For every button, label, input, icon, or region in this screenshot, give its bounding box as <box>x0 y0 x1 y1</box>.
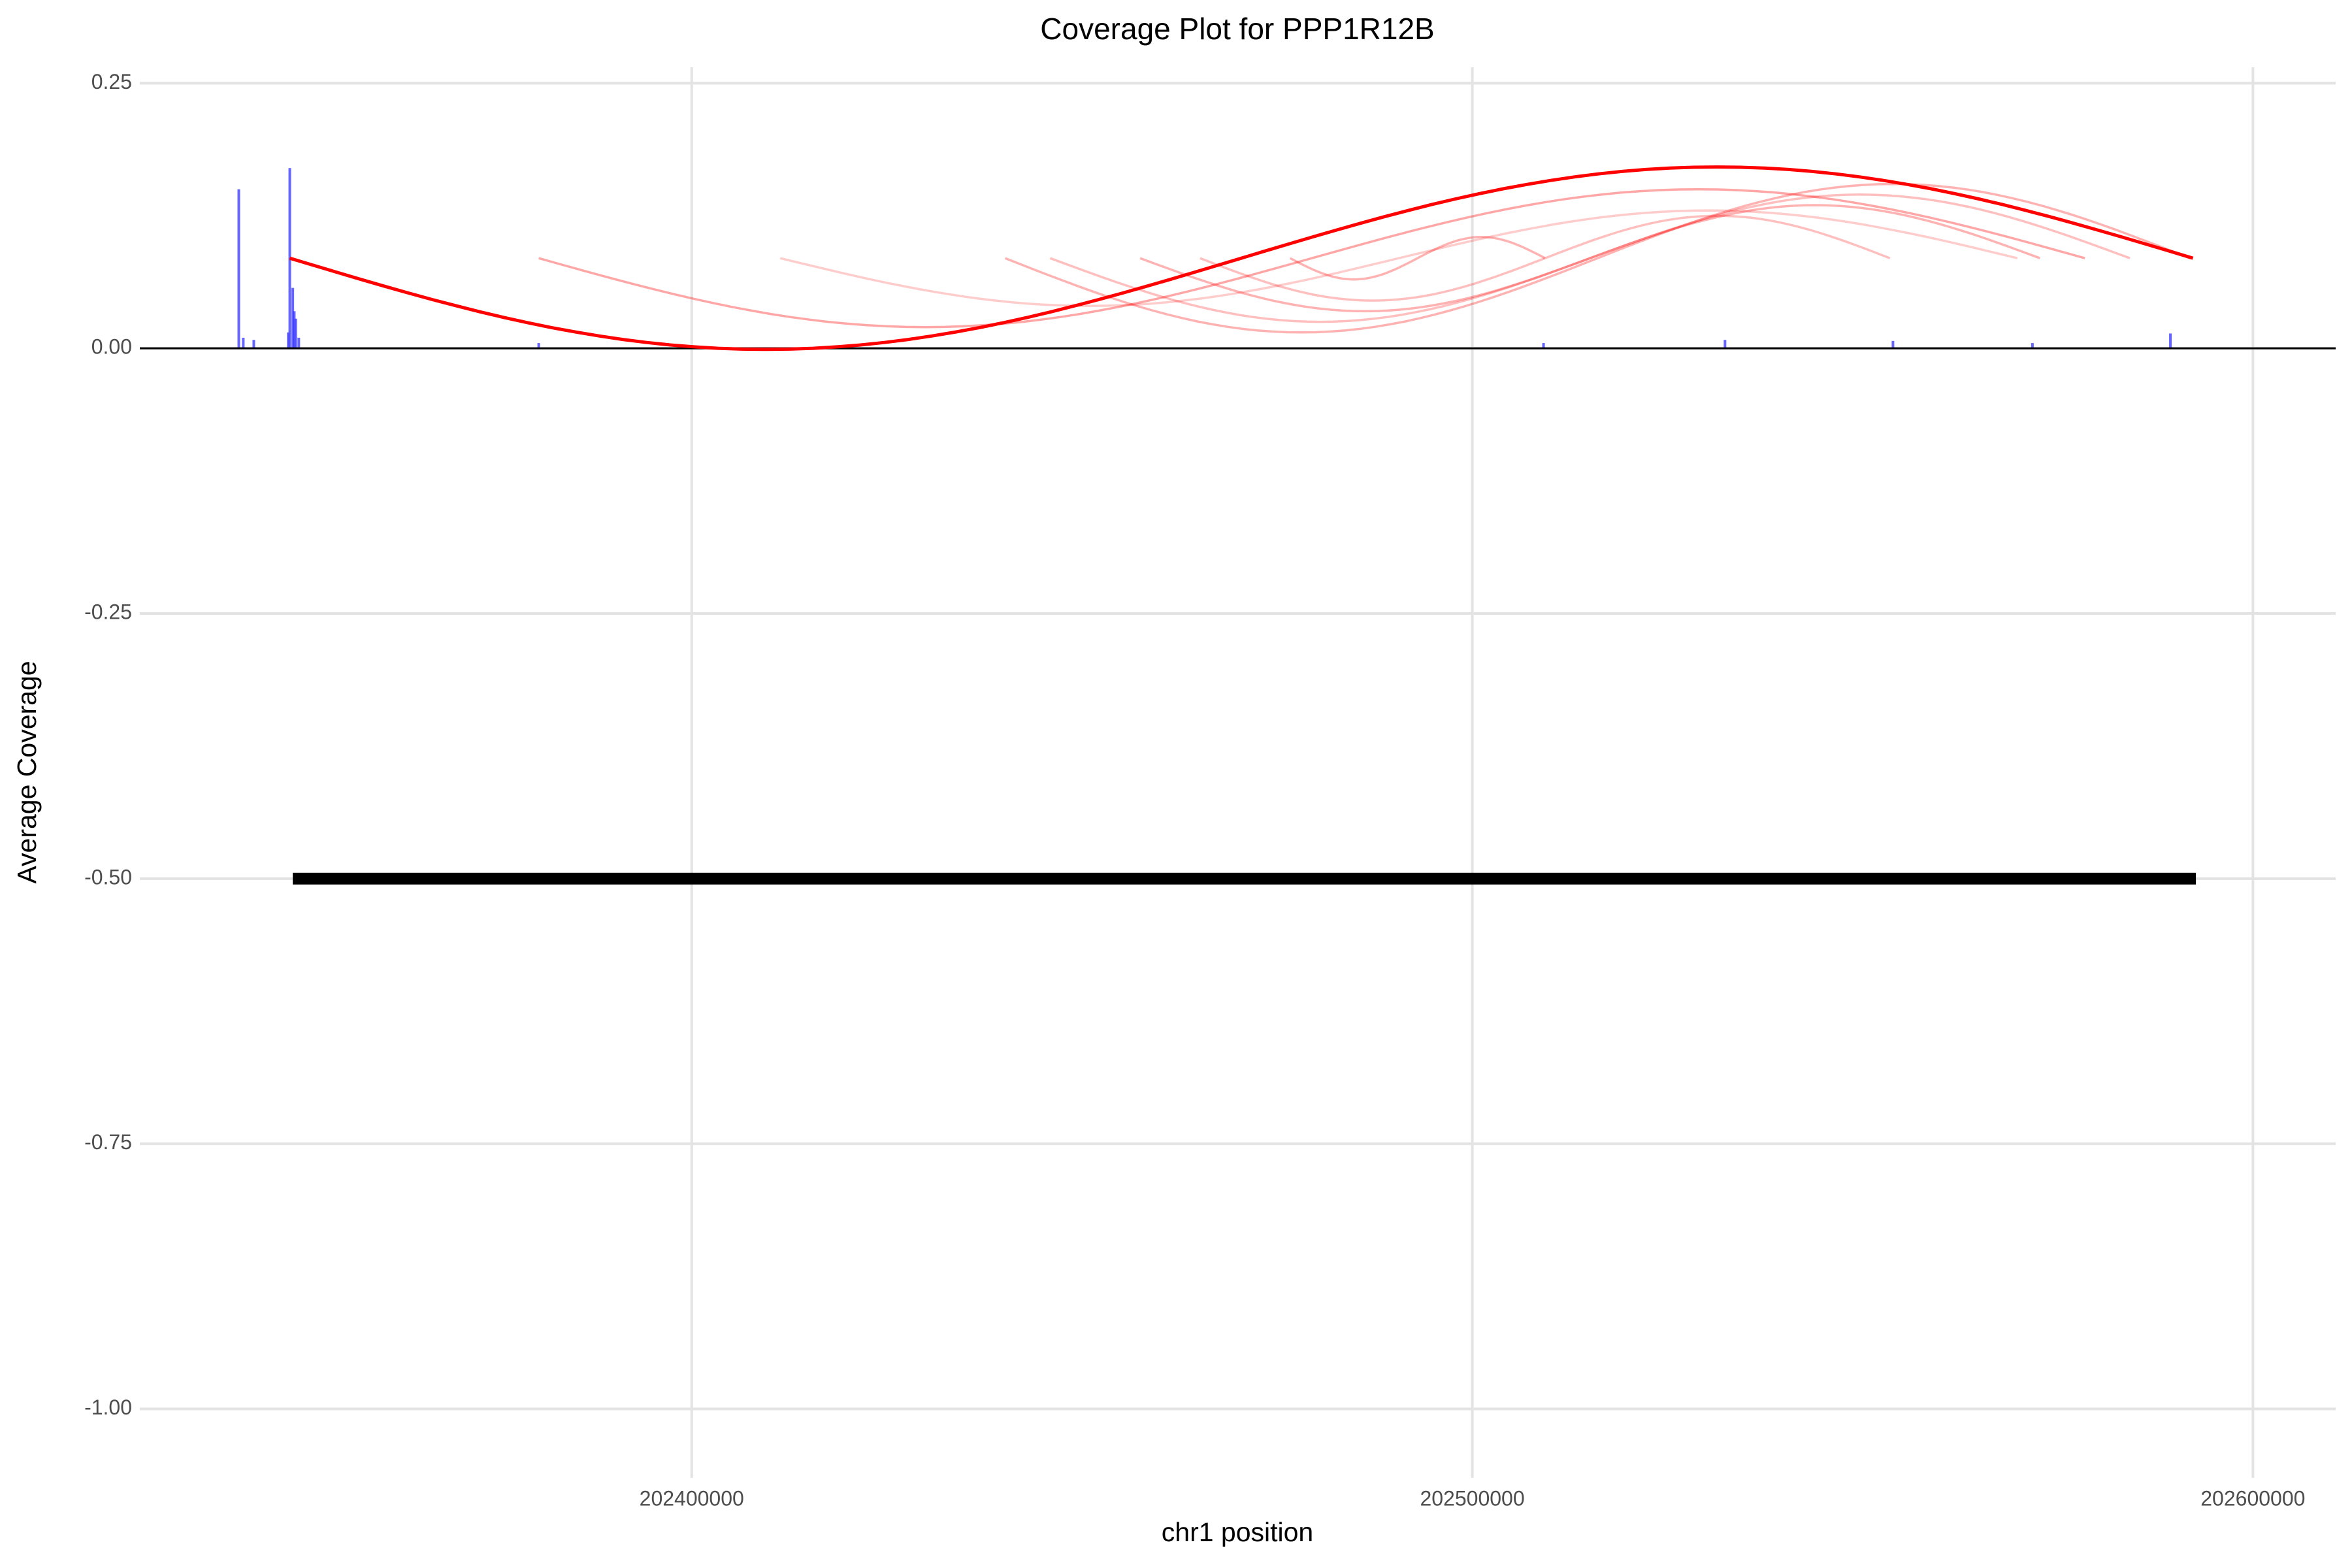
junction-arc <box>289 165 2194 351</box>
junction-arc <box>1289 235 1546 281</box>
junction-arc <box>779 209 2018 307</box>
coverage-bar <box>287 332 290 349</box>
coverage-bar <box>1542 343 1545 349</box>
junction-arc <box>1004 182 2191 334</box>
coverage-bar <box>2169 333 2172 349</box>
y-tick-label: -0.50 <box>84 865 132 889</box>
coverage-bar <box>252 340 255 349</box>
y-axis-title: Average Coverage <box>12 661 42 883</box>
x-axis-title: chr1 position <box>1162 1517 1313 1547</box>
y-tick-label: 0.00 <box>91 335 132 359</box>
coverage-bar <box>293 311 296 349</box>
junction-arc <box>1139 204 2041 313</box>
coverage-bar <box>291 287 295 349</box>
gene-body <box>293 872 2197 885</box>
x-tick-label: 202400000 <box>640 1486 744 1510</box>
coverage-bar <box>537 343 540 349</box>
coverage-bar <box>237 189 240 349</box>
junction-arc <box>1049 193 2131 323</box>
coverage-bar <box>1891 340 1895 349</box>
coverage-bar <box>2031 343 2034 349</box>
x-tick-label: 202500000 <box>1420 1486 1524 1510</box>
y-tick-label: -0.25 <box>84 600 132 623</box>
y-tick-label: -1.00 <box>84 1396 132 1419</box>
y-tick-label: 0.25 <box>91 70 132 93</box>
coverage-bar <box>297 337 301 349</box>
x-tick-label: 202600000 <box>2200 1486 2305 1510</box>
y-tick-label: -0.75 <box>84 1130 132 1154</box>
junction-arc <box>1200 214 1891 302</box>
chart-title: Coverage Plot for PPP1R12B <box>1040 12 1434 46</box>
coverage-bar <box>242 337 245 349</box>
coverage-bar <box>294 318 297 349</box>
coverage-bar <box>1723 340 1727 349</box>
junction-arc <box>538 188 2085 329</box>
